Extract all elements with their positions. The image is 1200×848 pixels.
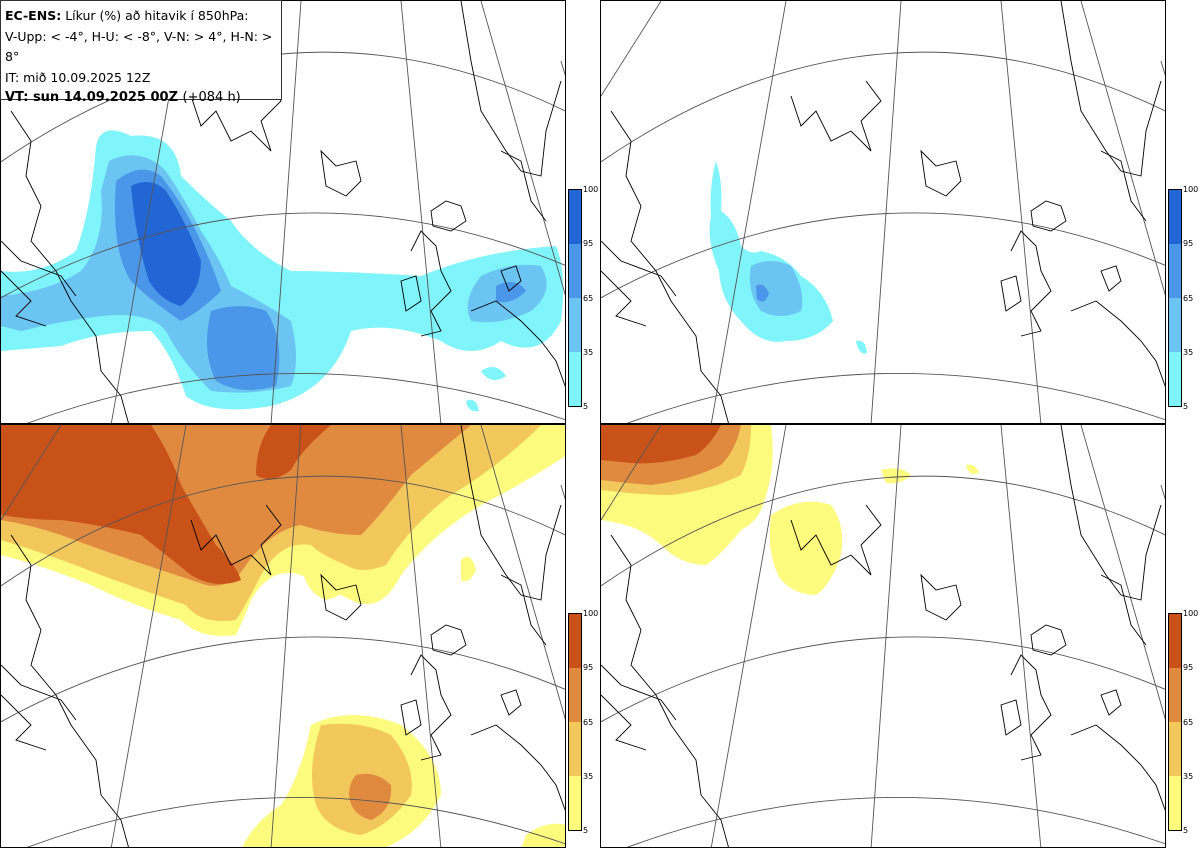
tick-warm-left-35: 35 — [583, 772, 594, 781]
tick-warm-left-65: 65 — [583, 718, 594, 727]
map-panel-cold-moderate — [0, 0, 566, 424]
warm-probability-field-strong — [601, 425, 979, 595]
warm-probability-field — [1, 425, 565, 847]
colorbar-cold-right — [1168, 189, 1182, 407]
tick-cold-right-35: 35 — [1183, 348, 1194, 357]
colorbar-warm-right — [1168, 613, 1182, 831]
map-cold-strong — [601, 1, 1165, 423]
map-panel-cold-strong — [600, 0, 1166, 424]
chart-info-box: EC-ENS: Líkur (%) að hitavik í 850hPa: V… — [0, 0, 282, 105]
tick-cold-right-100: 100 — [1183, 185, 1199, 194]
tick-cold-left-65: 65 — [583, 294, 594, 303]
tick-warm-right-95: 95 — [1183, 663, 1194, 672]
tick-cold-right-5: 5 — [1183, 402, 1189, 411]
model-label: EC-ENS: — [5, 8, 62, 23]
map-cold-moderate — [1, 1, 565, 423]
map-warm-moderate — [1, 425, 565, 847]
tick-cold-left-95: 95 — [583, 239, 594, 248]
valid-time: VT: sun 14.09.2025 00Z — [5, 90, 178, 105]
tick-cold-right-95: 95 — [1183, 239, 1194, 248]
init-time: IT: mið 10.09.2025 12Z — [5, 69, 151, 85]
tick-warm-left-100: 100 — [583, 609, 599, 618]
cold-probability-field-strong — [709, 161, 867, 354]
map-panel-warm-moderate — [0, 424, 566, 848]
tick-cold-right-65: 65 — [1183, 294, 1194, 303]
map-panel-warm-strong — [600, 424, 1166, 848]
tick-cold-left-100: 100 — [583, 185, 599, 194]
tick-warm-right-100: 100 — [1183, 609, 1199, 618]
lead-time: (+084 h) — [182, 90, 241, 105]
title-line: EC-ENS: Líkur (%) að hitavik í 850hPa: — [5, 6, 277, 27]
tick-warm-left-5: 5 — [583, 826, 589, 835]
title-text: Líkur (%) að hitavik í 850hPa: — [65, 8, 249, 23]
map-warm-strong — [601, 425, 1165, 847]
tick-cold-left-5: 5 — [583, 402, 589, 411]
colorbar-warm-left — [568, 613, 582, 831]
criteria-line: V-Upp: < -4°, H-U: < -8°, V-N: > 4°, H-N… — [5, 28, 273, 65]
tick-warm-right-65: 65 — [1183, 718, 1194, 727]
tick-warm-left-95: 95 — [583, 663, 594, 672]
valid-time-line: VT: sun 14.09.2025 00Z (+084 h) — [5, 88, 277, 109]
tick-cold-left-35: 35 — [583, 348, 594, 357]
colorbar-cold-left — [568, 189, 582, 407]
tick-warm-right-5: 5 — [1183, 826, 1189, 835]
tick-warm-right-35: 35 — [1183, 772, 1194, 781]
